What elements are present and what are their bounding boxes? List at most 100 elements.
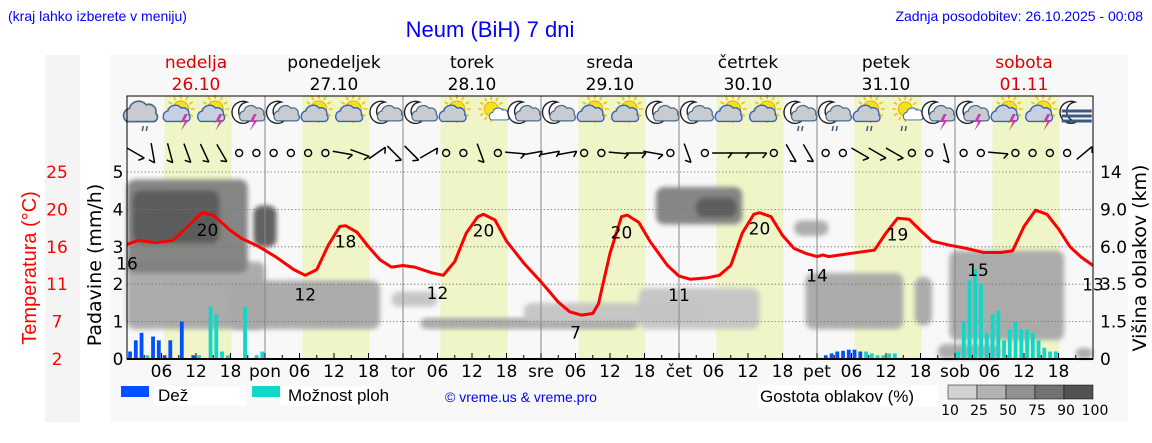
- sun-ray: [737, 96, 741, 101]
- wind-barb-icon: [988, 151, 1009, 160]
- cloud-density-blob: [949, 250, 1065, 341]
- rain-bar: [823, 355, 828, 359]
- sun-ray: [1001, 96, 1005, 101]
- sun-cloud-icon: [576, 95, 609, 123]
- lightning-bolt: [180, 114, 189, 131]
- drizzle-mark: [145, 125, 148, 132]
- wind-barb-icon: [608, 151, 630, 160]
- wind-barb-icon: [712, 152, 733, 159]
- rain-bar: [191, 355, 196, 359]
- wind-calm-icon: [269, 148, 278, 158]
- sun-ray: [465, 113, 470, 117]
- precipitation-axis-title: Padavine (mm/h): [84, 184, 106, 347]
- wind-barb: [477, 159, 485, 164]
- temperature-label: 20: [473, 221, 495, 241]
- rain-bar: [179, 321, 184, 359]
- wind-barb-icon: [404, 145, 420, 162]
- wind-calm-icon: [459, 148, 468, 158]
- wind-shaft: [785, 143, 797, 163]
- wind-barb: [657, 154, 664, 160]
- copyright-link[interactable]: © vreme.us & vreme.pro: [445, 389, 597, 405]
- temperature-label: 18: [335, 233, 357, 253]
- sun-cloud-storm-icon: [990, 95, 1023, 131]
- wind-barb-icon: [729, 152, 750, 159]
- shower-bar: [1025, 329, 1029, 359]
- temperature-tick-label: 25: [46, 163, 68, 183]
- sun-ray: [306, 101, 311, 105]
- wind-calm-icon: [666, 148, 675, 158]
- sun-ray: [637, 113, 642, 117]
- shower-bar: [254, 355, 259, 359]
- moon-cloud-storm-icon: [231, 100, 266, 131]
- density-tick-label: 100: [1082, 403, 1109, 419]
- temperature-label: 7: [570, 323, 581, 343]
- shower-bar: [869, 353, 874, 359]
- temperature-axis-title: Temperatura (°C): [19, 191, 41, 345]
- sun-ray: [327, 101, 332, 105]
- x-tick-label-day: tor: [391, 362, 415, 382]
- x-tick-label-hour: 12: [461, 362, 483, 382]
- sun-cloud-icon: [335, 95, 368, 123]
- wind-barb: [789, 159, 797, 163]
- sun-ray: [1051, 113, 1056, 117]
- location-hint-link[interactable]: (kraj lahko izberete v meniju): [8, 8, 187, 24]
- cloud-density-blob: [638, 287, 760, 330]
- lightning-bolt: [1043, 114, 1052, 131]
- cloud-shape: [963, 104, 991, 122]
- wind-calm-icon: [838, 148, 848, 158]
- legend-shower-bg: [280, 386, 376, 406]
- shower-bar: [967, 280, 972, 359]
- precip-tick-label: 5: [113, 163, 124, 183]
- sun-ray: [495, 97, 499, 102]
- density-tick-label: 75: [1028, 403, 1046, 419]
- rain-bar: [128, 351, 132, 359]
- sun-cloud-icon: [438, 95, 471, 123]
- wind-barb-icon: [683, 143, 692, 164]
- lightning-bolt: [1008, 114, 1017, 131]
- legend-rain-bg: [154, 386, 246, 406]
- wind-barb-icon: [746, 152, 768, 159]
- cloud-shape: [376, 104, 404, 122]
- sun-ray: [771, 96, 775, 101]
- cloud-density-blob: [794, 220, 829, 236]
- rain-bar: [151, 336, 155, 359]
- density-swatch: [947, 384, 978, 400]
- temperature-label: 12: [294, 285, 316, 305]
- wind-calm-icon: [924, 148, 934, 158]
- moon-shape: [541, 100, 563, 125]
- legend-shower-swatch: [252, 386, 280, 397]
- wind-calm-icon: [1011, 148, 1020, 158]
- shower-bar: [1002, 340, 1006, 359]
- day-date: 30.10: [724, 75, 773, 95]
- cloud-shape: [122, 100, 159, 123]
- drizzle-mark: [797, 125, 800, 132]
- sun-ray: [582, 101, 587, 105]
- sun-ray: [587, 96, 591, 101]
- sun-ray: [893, 101, 898, 106]
- page-title: Neum (BiH) 7 dni: [406, 17, 575, 42]
- shower-bar: [881, 355, 886, 359]
- wind-barb-icon: [126, 147, 145, 162]
- rain-bar: [841, 350, 845, 359]
- rain-bar: [156, 340, 161, 359]
- wind-barb-icon: [625, 152, 647, 159]
- sun-ray: [311, 96, 315, 101]
- wind-barb-icon: [368, 146, 387, 160]
- wind-barb: [138, 157, 145, 162]
- x-tick-label-day: pet: [803, 362, 831, 382]
- moon-cloud-icon: [369, 100, 404, 125]
- shower-bar: [956, 351, 960, 359]
- temperature-label: 14: [806, 267, 828, 287]
- sun-ray: [361, 101, 366, 105]
- x-tick-label-hour: 12: [323, 362, 345, 382]
- cloud-shape: [335, 104, 364, 123]
- sun-ray: [858, 101, 863, 105]
- shower-bar: [1007, 329, 1012, 359]
- wind-calm-icon: [321, 148, 330, 158]
- shower-bar: [214, 314, 219, 359]
- wind-barb-icon: [419, 147, 439, 159]
- cloud-density-blob: [230, 280, 380, 330]
- sun-cloud-icon: [300, 95, 333, 123]
- cloud-density-blob: [1075, 347, 1093, 359]
